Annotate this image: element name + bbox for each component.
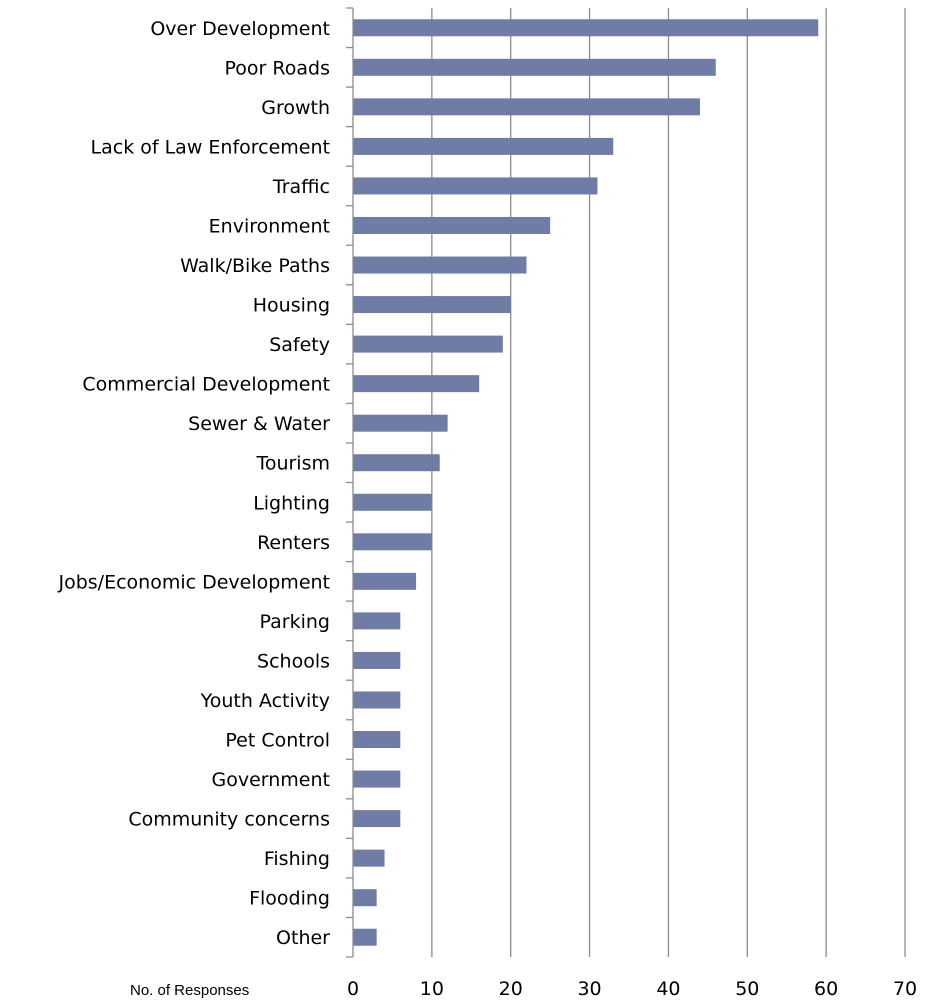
category-label: Walk/Bike Paths — [180, 255, 330, 277]
category-label: Sewer & Water — [188, 413, 330, 435]
x-tick-labels: 0 10 20 30 40 50 60 70 — [347, 978, 917, 1000]
x-tick-label-50: 50 — [735, 978, 759, 1000]
x-tick-label-20: 20 — [499, 978, 523, 1000]
bar-6 — [353, 256, 527, 274]
axes — [346, 7, 354, 958]
bar-18 — [353, 731, 401, 749]
bar-9 — [353, 375, 480, 393]
category-label: Traffic — [272, 176, 330, 198]
category-label: Government — [212, 769, 331, 791]
category-label: Safety — [269, 334, 330, 356]
bar-3 — [353, 137, 614, 155]
bar-7 — [353, 296, 511, 314]
bar-17 — [353, 691, 401, 709]
category-label: Lack of Law Enforcement — [91, 136, 330, 158]
bar-12 — [353, 493, 432, 511]
bar-13 — [353, 533, 432, 551]
category-label: Renters — [257, 532, 330, 554]
bar-16 — [353, 651, 401, 669]
category-label: Over Development — [150, 18, 330, 40]
x-tick-label-30: 30 — [577, 978, 601, 1000]
category-label: Housing — [253, 295, 330, 317]
bar-20 — [353, 810, 401, 828]
category-label: Flooding — [249, 888, 330, 910]
bar-5 — [353, 216, 551, 234]
x-tick-label-60: 60 — [814, 978, 838, 1000]
bar-15 — [353, 612, 401, 630]
bar-23 — [353, 928, 377, 946]
bars — [353, 19, 819, 946]
category-labels: Over Development Poor Roads Growth Lack of … — [57, 18, 330, 949]
category-label: Community concerns — [128, 809, 330, 831]
x-tick-label-70: 70 — [893, 978, 917, 1000]
category-label: Growth — [261, 97, 330, 119]
category-label: Lighting — [253, 492, 330, 514]
category-label: Parking — [260, 611, 330, 633]
bar-10 — [353, 414, 448, 432]
bar-21 — [353, 849, 385, 867]
category-label: Tourism — [255, 453, 330, 475]
x-tick-label-40: 40 — [656, 978, 680, 1000]
category-label: Pet Control — [225, 730, 330, 752]
category-label: Fishing — [264, 848, 330, 870]
category-label: Poor Roads — [225, 57, 330, 79]
bar-2 — [353, 98, 700, 116]
category-label: Environment — [209, 215, 330, 237]
bar-1 — [353, 58, 716, 76]
bar-19 — [353, 770, 401, 788]
bar-11 — [353, 454, 440, 472]
category-label: Youth Activity — [200, 690, 330, 712]
x-tick-label-10: 10 — [420, 978, 444, 1000]
bar-22 — [353, 889, 377, 907]
bar-8 — [353, 335, 503, 353]
gridlines — [431, 8, 906, 957]
category-label: Other — [276, 927, 330, 949]
category-label: Schools — [257, 650, 330, 672]
x-axis-title: No. of Responses — [130, 982, 249, 999]
x-tick-label-0: 0 — [347, 978, 359, 1000]
bar-14 — [353, 572, 417, 590]
category-label: Jobs/Economic Development — [57, 571, 330, 593]
bar-0 — [353, 19, 819, 37]
bar-4 — [353, 177, 598, 195]
category-label: Commercial Development — [82, 374, 330, 396]
